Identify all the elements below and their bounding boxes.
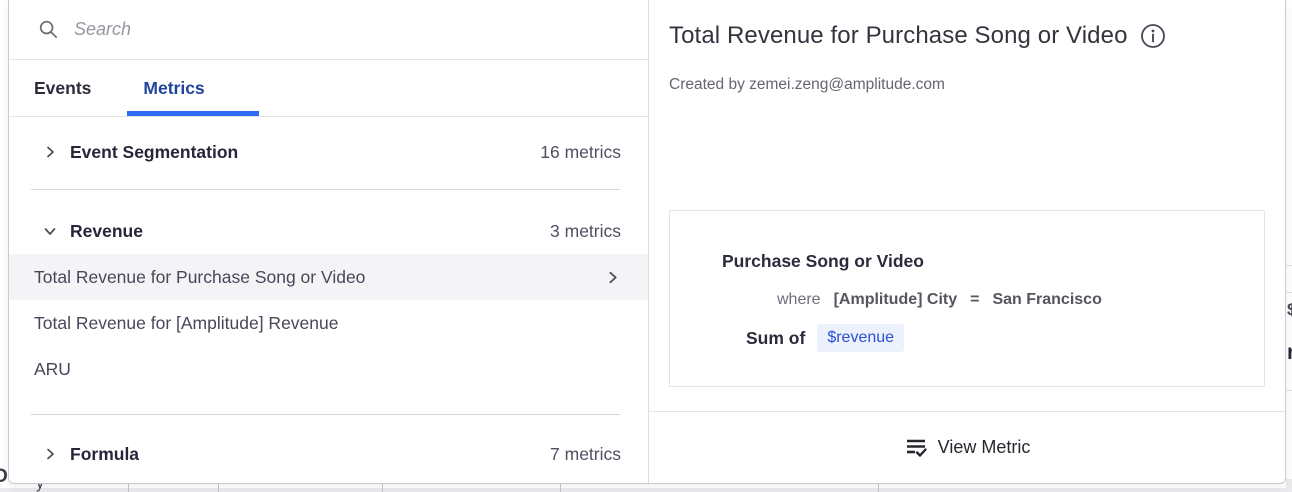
background-gridline — [1286, 292, 1292, 293]
background-table-gridline — [382, 484, 383, 492]
background-page-surface — [0, 488, 1292, 492]
section-revenue[interactable]: Revenue 3 metrics — [9, 208, 648, 254]
chevron-down-icon — [43, 224, 57, 238]
section-metric-count: 16 metrics — [540, 141, 621, 162]
section-event-segmentation[interactable]: Event Segmentation 16 metrics — [9, 129, 648, 175]
metric-event-name: Purchase Song or Video — [722, 251, 924, 271]
active-tab-underline — [127, 111, 259, 116]
search-bar — [9, 0, 648, 60]
metric-picker-popover: Events Metrics Event Segmentation 16 met… — [8, 0, 1286, 484]
background-table-gridline — [218, 484, 219, 492]
search-icon — [38, 19, 59, 40]
tab-metrics[interactable]: Metrics — [143, 77, 205, 98]
metric-item-label: Total Revenue for [Amplitude] Revenue — [34, 312, 339, 333]
metric-sum-clause: Sum of $revenue — [746, 324, 905, 352]
section-metric-count: 7 metrics — [550, 443, 621, 464]
section-metric-count: 3 metrics — [550, 220, 621, 241]
section-label: Formula — [70, 443, 140, 464]
background-text-fragment: n — [1287, 341, 1292, 365]
where-keyword: where — [777, 291, 821, 308]
metric-section-list: Event Segmentation 16 metrics Revenue 3 … — [9, 117, 648, 483]
background-text-fragment: $ — [1287, 300, 1292, 319]
metric-detail-panel: Total Revenue for Purchase Song or Video… — [649, 0, 1285, 483]
background-right-strip: $ n — [1286, 0, 1292, 492]
metric-where-clause: where [Amplitude] City = San Francisco — [777, 291, 1102, 309]
where-operator: = — [970, 291, 980, 308]
chevron-right-icon — [605, 270, 620, 285]
metric-created-by: Created by zemei.zeng@amplitude.com — [669, 76, 945, 93]
background-table-gridline — [128, 484, 129, 492]
view-metric-button[interactable]: View Metric — [649, 411, 1285, 483]
section-label: Event Segmentation — [70, 141, 239, 162]
background-table-gridline — [878, 484, 879, 492]
metric-definition-card: Purchase Song or Video where [Amplitude]… — [669, 210, 1265, 387]
background-text-fragment: O — [0, 466, 8, 487]
metric-list-panel: Events Metrics Event Segmentation 16 met… — [9, 0, 649, 483]
metric-item-total-revenue-amplitude-revenue[interactable]: Total Revenue for [Amplitude] Revenue — [9, 300, 648, 346]
background-table-gridline — [560, 484, 561, 492]
revenue-property-chip[interactable]: $revenue — [817, 324, 905, 352]
section-divider — [31, 414, 620, 415]
metric-detail-title: Total Revenue for Purchase Song or Video — [669, 22, 1128, 49]
where-value: San Francisco — [992, 291, 1102, 308]
metric-item-aru[interactable]: ARU — [9, 346, 648, 392]
metric-detail-header: Total Revenue for Purchase Song or Video — [669, 22, 1166, 50]
background-page-surface — [1286, 479, 1292, 492]
section-formula[interactable]: Formula 7 metrics — [9, 431, 648, 477]
background-gridline — [1286, 390, 1292, 391]
where-property: [Amplitude] City — [833, 291, 958, 308]
tab-bar: Events Metrics — [9, 60, 648, 117]
chevron-right-icon — [43, 145, 57, 159]
metric-item-label: Total Revenue for Purchase Song or Video — [34, 266, 366, 287]
metric-item-total-revenue-purchase-song-or-video[interactable]: Total Revenue for Purchase Song or Video — [9, 254, 648, 300]
metric-item-label: ARU — [34, 358, 71, 379]
tab-events[interactable]: Events — [34, 77, 92, 98]
chevron-right-icon — [43, 447, 57, 461]
background-table-strip: y — [0, 475, 1292, 492]
background-gridline — [1286, 265, 1292, 266]
view-metric-label: View Metric — [937, 437, 1031, 457]
section-label: Revenue — [70, 220, 143, 241]
list-check-icon — [904, 435, 929, 460]
search-input[interactable] — [74, 19, 648, 40]
section-divider — [31, 189, 620, 190]
info-icon[interactable] — [1140, 23, 1166, 49]
sum-of-label: Sum of — [746, 327, 806, 348]
